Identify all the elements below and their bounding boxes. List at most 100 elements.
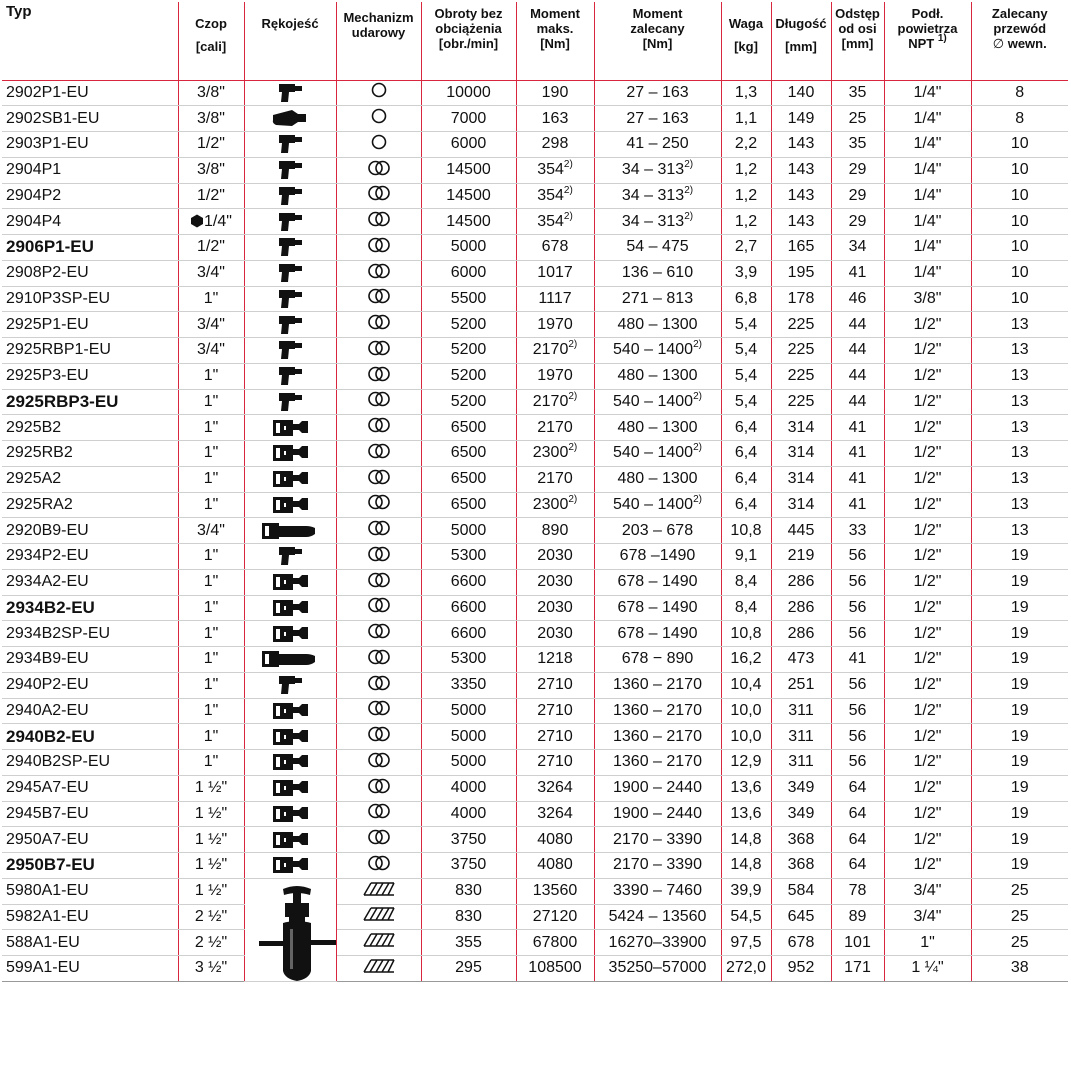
max-torque: 678 [541, 238, 569, 256]
weight: 8,4 [734, 598, 758, 616]
d-handle-icon [269, 571, 311, 593]
cell-mechanism [336, 389, 422, 416]
center-offset: 29 [848, 186, 867, 204]
free-speed: 5200 [450, 367, 487, 385]
center-offset: 41 [848, 444, 867, 462]
model-name: 2920B9-EU [6, 521, 89, 539]
air-inlet: 1/2" [913, 547, 942, 565]
center-offset: 29 [848, 212, 867, 230]
max-torque: 13560 [532, 882, 578, 900]
table-row: 2940A2-EU 1" 5000 2710 1360 – 2170 10,0 311 56 1… [2, 698, 1068, 725]
cell-moment-maks: 3264 [516, 801, 595, 828]
cell-przewod: 19 [971, 826, 1068, 853]
drive-size: 1" [203, 573, 219, 591]
hose-size: 13 [1010, 315, 1029, 333]
cell-mechanism [336, 826, 422, 853]
hose-size: 19 [1010, 547, 1029, 565]
model-name: 2940B2-EU [6, 726, 95, 746]
cell-czop: 1" [178, 440, 245, 467]
max-torque: 354 [537, 212, 564, 230]
cell-dlugosc: 219 [771, 543, 832, 570]
cell-podl: 1/2" [884, 414, 972, 441]
cell-waga: 54,5 [721, 904, 772, 931]
cell-obroty: 5200 [421, 389, 517, 416]
cell-odstep: 56 [831, 543, 885, 570]
twin-hammer-icon [366, 648, 392, 671]
cell-handle [244, 826, 337, 853]
cell-moment-zalecany: 35250–57000 [594, 955, 722, 982]
cell-mechanism [336, 698, 422, 725]
air-inlet: 1/2" [913, 701, 942, 719]
cell-przewod: 25 [971, 929, 1068, 956]
drive-size: 1" [203, 367, 219, 385]
cell-obroty: 5000 [421, 749, 517, 776]
air-inlet: 1/2" [913, 727, 942, 745]
header-moment-zalecany: Moment zalecany [Nm] [594, 2, 722, 81]
cell-podl: 1/4" [884, 234, 972, 261]
hose-size: 19 [1010, 830, 1029, 848]
cell-moment-zalecany: 480 – 1300 [594, 466, 722, 493]
model-name: 2934B9-EU [6, 650, 89, 668]
cell-podl: 1 ¼" [884, 955, 972, 982]
cell-moment-maks: 2710 [516, 698, 595, 725]
recommended-torque: 2170 – 3390 [613, 830, 702, 848]
footnote-ref: 2) [568, 390, 578, 402]
cell-waga: 10,8 [721, 517, 772, 544]
length: 311 [788, 753, 814, 771]
free-speed: 5300 [450, 650, 487, 668]
table-row: 2934B2SP-EU 1" 6600 2030 678 – 1490 10,8 286 56… [2, 620, 1068, 647]
cell-mechanism [336, 286, 422, 313]
cell-przewod: 19 [971, 801, 1068, 828]
hose-size: 10 [1010, 289, 1029, 307]
cell-handle [244, 878, 337, 982]
header-mechanizm: Mechanizm udarowy [336, 2, 422, 81]
cell-odstep: 29 [831, 157, 885, 184]
cell-podl: 1/2" [884, 466, 972, 493]
drive-size: 1 ½" [194, 830, 228, 848]
cell-mechanism [336, 878, 422, 905]
cell-waga: 10,0 [721, 698, 772, 725]
drive-size: 1" [203, 676, 219, 694]
cell-dlugosc: 225 [771, 311, 832, 338]
hose-size: 13 [1010, 367, 1029, 385]
cell-handle [244, 698, 337, 725]
cell-odstep: 41 [831, 492, 885, 519]
weight: 10,8 [730, 521, 762, 539]
center-offset: 41 [848, 264, 867, 282]
cell-odstep: 41 [831, 414, 885, 441]
cell-typ: 2940P2-EU [2, 672, 179, 699]
cell-mechanism [336, 208, 422, 235]
hose-size: 10 [1010, 186, 1029, 204]
cell-czop: 3/8" [178, 157, 245, 184]
hose-size: 19 [1010, 624, 1029, 642]
cell-obroty: 5000 [421, 234, 517, 261]
table-row: 2910P3SP-EU 1" 5500 1117 271 – 813 6,8 178 46 3/… [2, 286, 1068, 313]
cell-czop: 1" [178, 646, 245, 673]
length: 225 [787, 341, 815, 359]
cell-przewod: 10 [971, 208, 1068, 235]
table-row: 2934B9-EU 1" 5300 1218 678 − 890 16,2 473 41 1/2… [2, 646, 1068, 673]
max-torque: 2030 [537, 547, 573, 565]
footnote-ref: 2) [568, 493, 578, 505]
drive-size: 1" [203, 650, 219, 668]
cell-podl: 1/2" [884, 517, 972, 544]
max-torque: 2300 [532, 444, 569, 462]
cell-mechanism [336, 105, 422, 132]
model-name: 2940A2-EU [6, 701, 89, 719]
free-speed: 5200 [450, 341, 487, 359]
weight: 6,4 [734, 444, 758, 462]
table-row: 2925P3-EU 1" 5200 1970 480 – 1300 5,4 225 44 1/2… [2, 363, 1068, 390]
max-torque: 2030 [537, 624, 573, 642]
cell-handle [244, 208, 337, 235]
cell-typ: 2908P2-EU [2, 260, 179, 287]
cell-waga: 14,8 [721, 852, 772, 879]
free-speed: 5500 [450, 289, 487, 307]
cell-handle [244, 749, 337, 776]
recommended-torque: 3390 – 7460 [613, 882, 702, 900]
cell-dlugosc: 314 [771, 466, 832, 493]
cell-handle [244, 775, 337, 802]
cell-obroty: 6500 [421, 466, 517, 493]
max-torque: 2710 [537, 753, 573, 771]
cell-podl: 1/2" [884, 620, 972, 647]
footnote-ref: 2) [693, 442, 702, 454]
